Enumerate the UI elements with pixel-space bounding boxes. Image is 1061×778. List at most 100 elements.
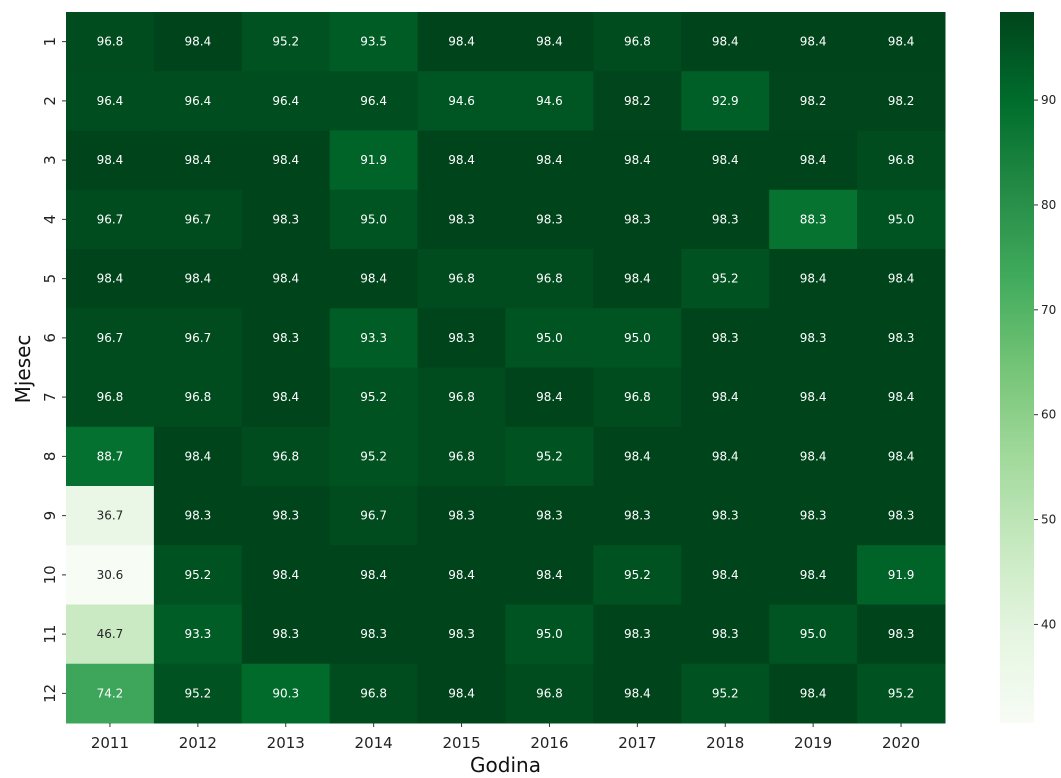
heatmap-cell xyxy=(241,130,331,191)
cell-value-label: 96.7 xyxy=(97,212,124,226)
heatmap-cell xyxy=(681,663,770,724)
y-tick-label: 9 xyxy=(41,511,59,521)
x-tick-label: 2018 xyxy=(706,734,744,752)
heatmap-cell xyxy=(593,71,682,131)
heatmap-cell xyxy=(505,545,594,605)
cell-value-label: 96.8 xyxy=(97,35,124,49)
cell-value-label: 98.4 xyxy=(888,272,915,286)
cell-value-label: 98.2 xyxy=(800,94,827,108)
cell-value-label: 96.8 xyxy=(624,35,651,49)
heatmap-cell xyxy=(681,12,770,72)
y-tick-label: 12 xyxy=(41,684,59,703)
cell-value-label: 98.4 xyxy=(624,153,651,167)
cell-value-label: 96.8 xyxy=(448,272,475,286)
heatmap-cell xyxy=(153,308,243,368)
heatmap-cell xyxy=(857,189,946,250)
heatmap-cell xyxy=(681,71,770,131)
cell-value-label: 98.4 xyxy=(712,153,739,167)
heatmap-cell xyxy=(241,486,331,546)
heatmap-cell xyxy=(769,367,858,428)
heatmap-cell xyxy=(66,426,155,487)
cell-value-label: 98.4 xyxy=(536,568,563,582)
heatmap-cell xyxy=(417,130,506,191)
heatmap-cell xyxy=(505,663,594,724)
cell-value-label: 98.4 xyxy=(272,390,299,404)
heatmap-cell xyxy=(417,604,506,665)
heatmap-cell xyxy=(66,130,155,191)
cell-value-label: 95.0 xyxy=(536,331,563,345)
y-tick-label: 5 xyxy=(41,274,59,284)
heatmap-cell xyxy=(681,604,770,665)
cell-value-label: 98.3 xyxy=(448,627,475,641)
cell-value-label: 96.8 xyxy=(272,449,299,463)
cell-value-label: 98.4 xyxy=(97,153,124,167)
heatmap-cell xyxy=(769,486,858,546)
x-tick-label: 2011 xyxy=(91,734,129,752)
heatmap-cell xyxy=(593,189,682,250)
heatmap-cell xyxy=(505,308,594,368)
cell-value-label: 98.4 xyxy=(800,35,827,49)
cell-value-label: 96.4 xyxy=(184,94,211,108)
cell-value-label: 98.4 xyxy=(272,153,299,167)
cell-value-label: 96.7 xyxy=(184,331,211,345)
heatmap-cell xyxy=(857,12,946,72)
heatmap-cell xyxy=(857,545,946,605)
heatmap-cell xyxy=(593,308,682,368)
heatmap-cell xyxy=(66,663,155,724)
heatmap-cell xyxy=(769,663,858,724)
cell-value-label: 98.3 xyxy=(448,331,475,345)
heatmap-cell xyxy=(329,189,419,250)
cell-value-label: 91.9 xyxy=(360,153,387,167)
heatmap-cell xyxy=(505,71,594,131)
cell-value-label: 74.2 xyxy=(97,686,124,700)
heatmap-cell xyxy=(593,426,682,487)
cell-value-label: 95.0 xyxy=(536,627,563,641)
heatmap-cell xyxy=(769,189,858,250)
heatmap-cell xyxy=(417,71,506,131)
heatmap-cells xyxy=(66,12,946,724)
heatmap-cell xyxy=(153,130,243,191)
heatmap-cell xyxy=(241,71,331,131)
cell-value-label: 93.5 xyxy=(360,35,387,49)
cell-value-label: 94.6 xyxy=(536,94,563,108)
cell-value-label: 98.3 xyxy=(712,331,739,345)
heatmap-cell xyxy=(329,12,419,72)
heatmap-cell xyxy=(417,663,506,724)
cell-value-label: 36.7 xyxy=(97,509,124,523)
heatmap-cell xyxy=(417,426,506,487)
cell-value-label: 98.4 xyxy=(536,35,563,49)
heatmap-cell xyxy=(153,71,243,131)
heatmap-cell xyxy=(769,308,858,368)
cell-value-label: 98.4 xyxy=(272,568,299,582)
colorbar-tick-label: 90 xyxy=(1041,93,1056,107)
cell-value-label: 98.4 xyxy=(800,390,827,404)
cell-value-label: 30.6 xyxy=(97,568,124,582)
heatmap-cell xyxy=(769,426,858,487)
cell-value-label: 98.3 xyxy=(448,509,475,523)
heatmap-cell xyxy=(769,249,858,309)
cell-value-label: 93.3 xyxy=(360,331,387,345)
heatmap-cell xyxy=(329,604,419,665)
cell-value-label: 98.4 xyxy=(712,568,739,582)
heatmap-cell xyxy=(66,604,155,665)
cell-value-label: 98.4 xyxy=(800,153,827,167)
heatmap-cell xyxy=(153,663,243,724)
cell-value-label: 98.4 xyxy=(184,35,211,49)
heatmap-cell xyxy=(593,486,682,546)
cell-value-label: 95.2 xyxy=(624,568,651,582)
cell-value-label: 98.3 xyxy=(360,627,387,641)
cell-value-label: 93.3 xyxy=(184,627,211,641)
heatmap-cell xyxy=(505,130,594,191)
heatmap-cell xyxy=(681,308,770,368)
x-axis-ticks: 2011 2012 2013 2014 2015 2016 2017 2018 2019 2020 xyxy=(91,723,920,752)
heatmap-cell xyxy=(329,367,419,428)
heatmap-cell xyxy=(681,486,770,546)
cell-value-label: 98.4 xyxy=(448,153,475,167)
cell-value-label: 98.4 xyxy=(360,272,387,286)
y-tick-label: 1 xyxy=(41,37,59,47)
heatmap-cell xyxy=(329,308,419,368)
cell-value-label: 98.3 xyxy=(272,212,299,226)
cell-value-label: 98.4 xyxy=(888,390,915,404)
cell-value-label: 95.0 xyxy=(800,627,827,641)
